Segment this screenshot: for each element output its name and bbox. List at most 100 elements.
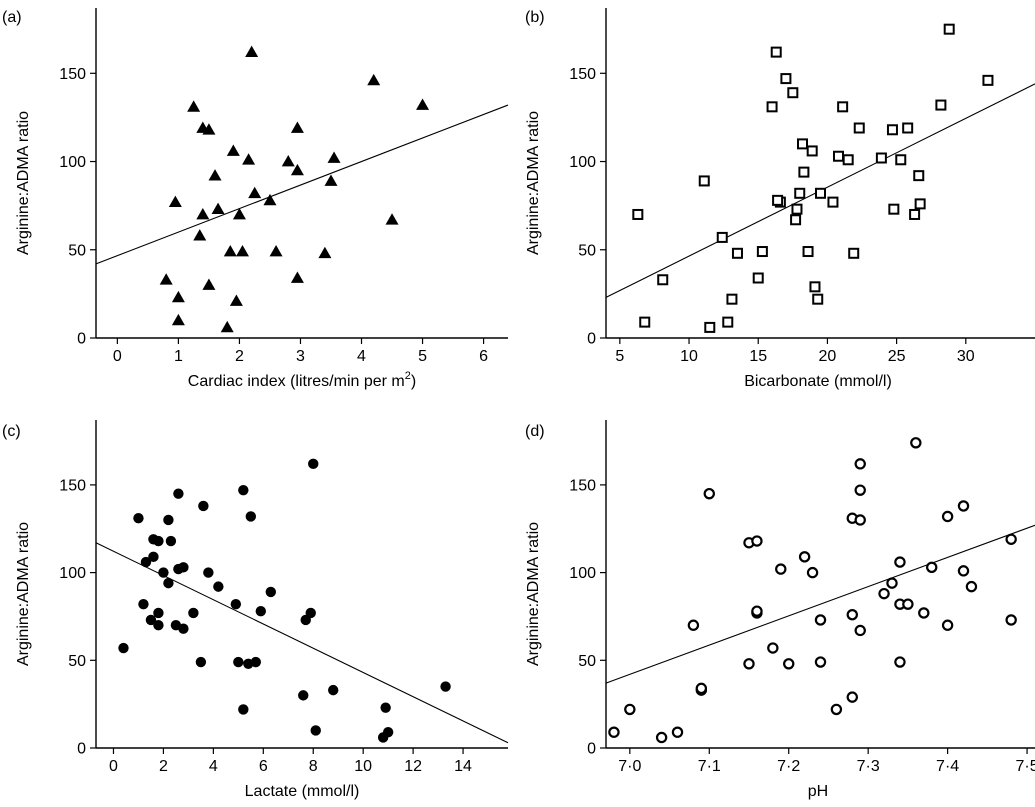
x-tick-label: 5 (615, 348, 624, 365)
panel-label: (d) (525, 423, 545, 440)
data-point (982, 74, 994, 86)
panel-c: (c) 0 50 100 150 0 2 4 6 8 10 12 14 Lactate (mmol/l) A… (2, 420, 509, 800)
x-tick-label: 5 (418, 348, 427, 365)
data-point (886, 124, 898, 136)
data-point (263, 193, 277, 206)
data-point (208, 169, 222, 181)
data-point (926, 561, 938, 574)
data-point (814, 656, 827, 668)
data-point (854, 458, 866, 470)
data-point (203, 567, 214, 578)
x-tick-label: 0 (113, 348, 122, 365)
panel-label: (a) (2, 9, 22, 26)
data-point (775, 563, 787, 575)
regression-line (605, 524, 1035, 684)
data-point (846, 691, 858, 703)
data-point (153, 607, 164, 619)
x-tick-label: 25 (888, 348, 906, 365)
data-point (837, 101, 849, 113)
x-tick-label: 10 (354, 758, 372, 775)
y-tick-label: 0 (587, 741, 596, 758)
data-point (229, 294, 243, 306)
data-point (842, 154, 854, 166)
x-tick-label: 7·4 (936, 758, 959, 775)
data-point (914, 198, 926, 210)
x-axis-label: pH (808, 783, 828, 800)
x-tick-label: 8 (309, 758, 318, 775)
data-point (195, 656, 207, 668)
y-tick-label: 150 (59, 477, 86, 494)
data-point (265, 586, 276, 598)
x-tick-label: 4 (357, 348, 366, 365)
data-point (298, 690, 309, 701)
x-tick-label: 7·3 (857, 758, 880, 775)
data-point (416, 98, 430, 110)
data-point (902, 122, 914, 134)
panel-b: (b) 0 50 100 150 5 10 15 20 25 30 Bicarbonate (mmol… (525, 8, 1035, 390)
data-point (772, 194, 784, 206)
data-point (894, 656, 906, 668)
y-tick-label: 100 (569, 154, 596, 171)
data-point (878, 587, 890, 600)
y-tick-label: 150 (569, 66, 596, 83)
data-point (367, 73, 381, 86)
data-point (751, 535, 763, 547)
data-point (145, 614, 157, 626)
data-point (783, 658, 795, 670)
data-point (695, 682, 708, 695)
x-axis-label: Bicarbonate (mmol/l) (744, 373, 892, 390)
data-point (382, 727, 394, 738)
data-point (830, 703, 843, 716)
data-point (233, 656, 244, 668)
y-tick-label: 50 (578, 653, 596, 670)
data-point (806, 566, 819, 579)
data-point (827, 196, 839, 208)
x-tick-label: 6 (259, 758, 268, 775)
data-point (1005, 614, 1017, 626)
data-point (886, 577, 898, 589)
data-point (794, 187, 806, 199)
x-tick-label: 3 (296, 348, 305, 365)
x-tick-label: 2 (235, 348, 244, 365)
panel-label: (b) (525, 9, 545, 26)
data-point (913, 170, 925, 182)
data-point (770, 46, 782, 58)
data-point (305, 607, 316, 619)
data-point (163, 514, 174, 526)
data-point (328, 684, 339, 696)
data-point (153, 620, 164, 631)
data-point (138, 598, 149, 610)
data-point (118, 642, 129, 654)
data-point (220, 320, 234, 333)
data-point (910, 437, 922, 449)
data-point (196, 207, 210, 220)
data-point (171, 290, 185, 303)
y-tick-label: 150 (59, 66, 86, 83)
data-point (310, 725, 321, 736)
data-point (223, 245, 237, 257)
data-point (140, 556, 152, 568)
x-tick-label: 30 (957, 348, 975, 365)
data-point (703, 487, 715, 500)
data-point (657, 274, 669, 286)
data-point (226, 144, 240, 156)
x-tick-label: 15 (749, 348, 767, 365)
data-point (193, 229, 207, 241)
data-point (639, 316, 651, 328)
data-point (324, 174, 338, 186)
y-tick-label: 0 (77, 741, 86, 758)
data-point (608, 726, 620, 738)
data-point (918, 607, 930, 619)
x-axis-label: Cardiac index (litres/min per m2) (188, 370, 416, 390)
data-point (802, 246, 814, 258)
data-point (854, 624, 866, 637)
x-tick-label: 14 (454, 758, 472, 775)
data-point (756, 246, 768, 258)
data-point (440, 681, 451, 692)
data-point (187, 100, 201, 112)
data-point (687, 619, 700, 631)
data-point (853, 122, 865, 134)
y-tick-label: 0 (77, 331, 86, 348)
data-point (269, 245, 283, 257)
